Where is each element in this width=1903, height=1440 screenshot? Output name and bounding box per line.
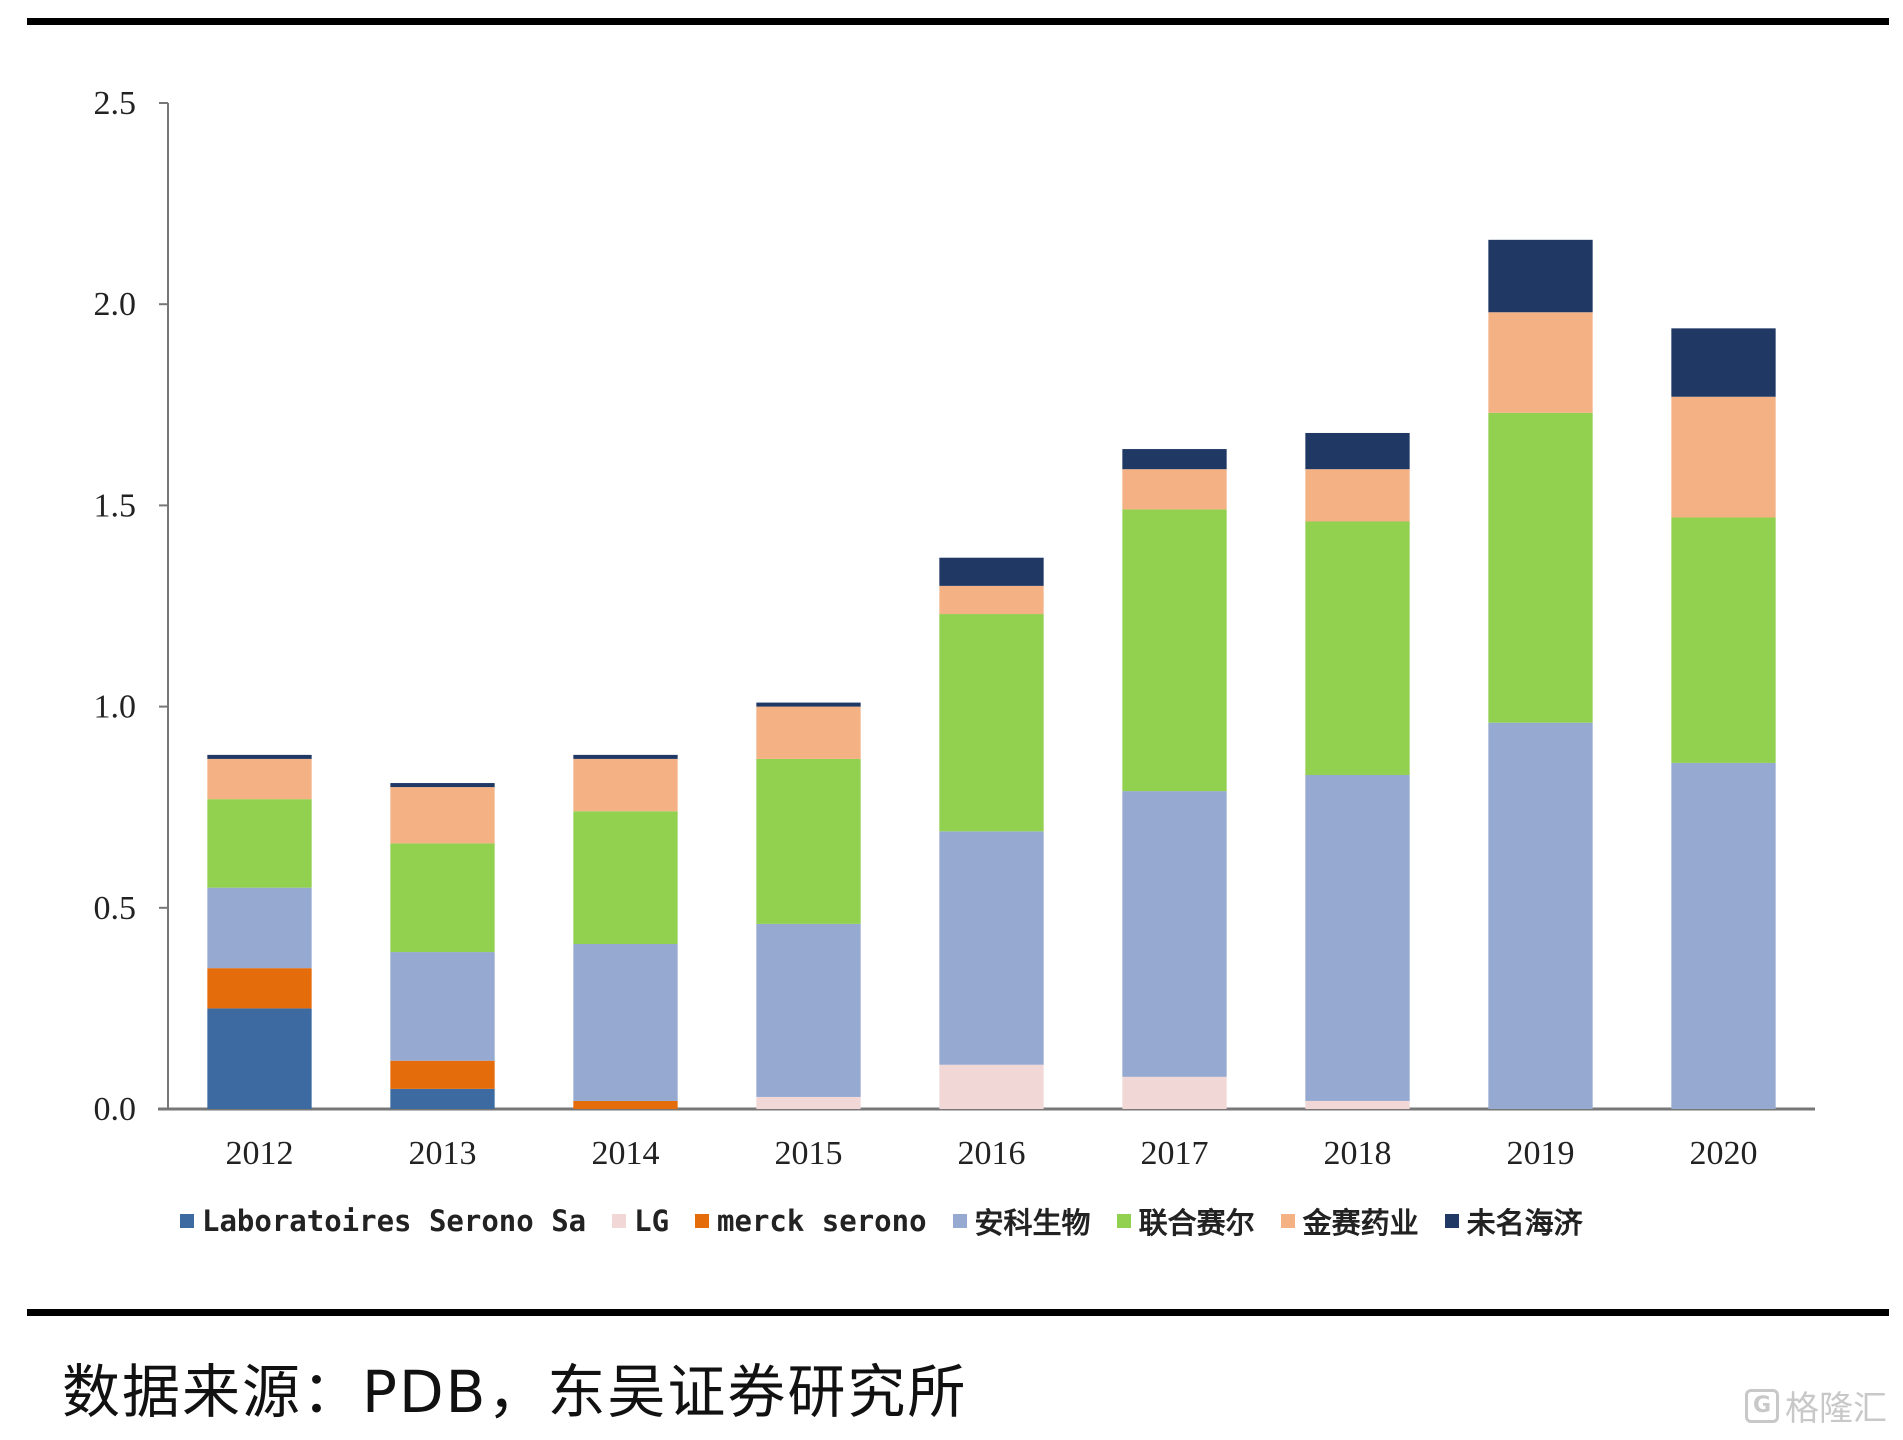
legend-label: merck serono — [717, 1204, 927, 1238]
x-tick-label: 2015 — [775, 1135, 843, 1172]
bar-segment — [939, 614, 1044, 832]
bar-segment — [207, 754, 312, 759]
bar-segment — [1488, 722, 1593, 1109]
bar-segment — [207, 1008, 312, 1109]
bar-segment — [1671, 762, 1776, 1109]
bar-segment — [756, 1096, 861, 1109]
bar-segment — [939, 831, 1044, 1065]
bar-segment — [207, 758, 312, 800]
bottom-rule — [27, 1309, 1889, 1316]
x-tick-label: 2019 — [1507, 1135, 1575, 1172]
legend-item: 安科生物 — [952, 1200, 1091, 1242]
legend-swatch — [695, 1214, 710, 1228]
bar-segment — [1488, 412, 1593, 723]
bar-segment — [756, 702, 861, 707]
y-tick-label: 0.5 — [94, 890, 137, 927]
bar-segment — [1488, 312, 1593, 413]
bar-segment — [207, 887, 312, 969]
x-tick-label: 2017 — [1141, 1135, 1209, 1172]
legend-label: 金赛药业 — [1302, 1206, 1419, 1240]
y-tick-label: 2.0 — [94, 286, 137, 323]
bar-segment — [1305, 1100, 1410, 1109]
top-rule — [27, 18, 1889, 25]
bar-segment — [939, 1064, 1044, 1109]
y-tick-label: 0.0 — [94, 1091, 137, 1128]
y-tick-label: 1.5 — [94, 487, 137, 524]
bar-segment — [390, 1088, 495, 1109]
legend-label: Laboratoires Serono Sa — [202, 1204, 587, 1238]
x-tick-label: 2014 — [592, 1135, 660, 1172]
bar-segment — [939, 557, 1044, 586]
legend-item: 联合赛尔 — [1116, 1200, 1255, 1242]
bar-segment — [939, 585, 1044, 615]
bar-segment — [207, 799, 312, 888]
bar-segment — [1305, 469, 1410, 522]
legend-swatch — [1280, 1214, 1295, 1228]
x-tick-label: 2013 — [409, 1135, 477, 1172]
legend-label: 未名海济 — [1466, 1206, 1583, 1240]
bar-segment — [390, 1060, 495, 1089]
bar-segment — [756, 758, 861, 924]
bar-segment — [573, 944, 678, 1101]
legend-label: LG — [634, 1204, 670, 1238]
bar-segment — [1671, 328, 1776, 397]
legend-item: 未名海济 — [1444, 1200, 1583, 1242]
watermark: G 格隆汇 — [1745, 1381, 1887, 1430]
bar-segment — [573, 811, 678, 945]
legend-item: 金赛药业 — [1280, 1200, 1419, 1242]
bar-segment — [1122, 791, 1227, 1077]
bar-segment — [756, 706, 861, 759]
legend-swatch — [1116, 1214, 1131, 1228]
legend-label: 安科生物 — [974, 1206, 1091, 1240]
bar-segment — [390, 843, 495, 953]
watermark-text: 格隆汇 — [1785, 1389, 1887, 1429]
bar-segment — [1122, 449, 1227, 470]
bar-segment — [573, 758, 678, 812]
watermark-logo-icon: G — [1745, 1388, 1779, 1423]
stacked-bar-chart: 0.0 0.5 1.0 1.5 2.0 2.5 2012 2013 2014 2015 2016 20… — [94, 85, 1815, 1172]
bar-segment — [390, 952, 495, 1061]
bar-segment — [1488, 239, 1593, 313]
bar-segment — [756, 923, 861, 1097]
x-tick-label: 2018 — [1324, 1135, 1392, 1172]
y-tick-label: 1.0 — [94, 689, 137, 726]
bar-segment — [390, 787, 495, 844]
bar-segment — [573, 754, 678, 759]
legend-item: Laboratoires Serono Sa — [180, 1204, 586, 1238]
legend-swatch — [1444, 1214, 1459, 1228]
source-note: 数据来源：PDB，东吴证券研究所 — [62, 1358, 968, 1426]
chart-legend: Laboratoires Serono Sa LG merck serono 安科生物… — [180, 1200, 1583, 1242]
x-tick-label: 2012 — [226, 1135, 294, 1172]
bar-segment — [1671, 517, 1776, 763]
bar-segment — [573, 1100, 678, 1109]
bar-segment — [207, 968, 312, 1009]
legend-item: LG — [612, 1204, 669, 1238]
legend-swatch — [180, 1214, 194, 1228]
bar-segment — [1305, 432, 1410, 470]
x-tick-label: 2020 — [1690, 1135, 1758, 1172]
bar-segment — [1305, 775, 1410, 1101]
legend-item: merck serono — [695, 1204, 927, 1238]
legend-label: 联合赛尔 — [1138, 1206, 1255, 1240]
bar-segment — [1122, 1076, 1227, 1109]
legend-swatch — [952, 1214, 967, 1228]
bar-segment — [1671, 396, 1776, 518]
legend-swatch — [612, 1214, 627, 1228]
y-tick-label: 2.5 — [94, 85, 137, 122]
bar-segment — [1122, 509, 1227, 792]
x-tick-label: 2016 — [958, 1135, 1026, 1172]
bar-segment — [1122, 469, 1227, 510]
bar-segment — [390, 783, 495, 788]
bar-segment — [1305, 521, 1410, 776]
